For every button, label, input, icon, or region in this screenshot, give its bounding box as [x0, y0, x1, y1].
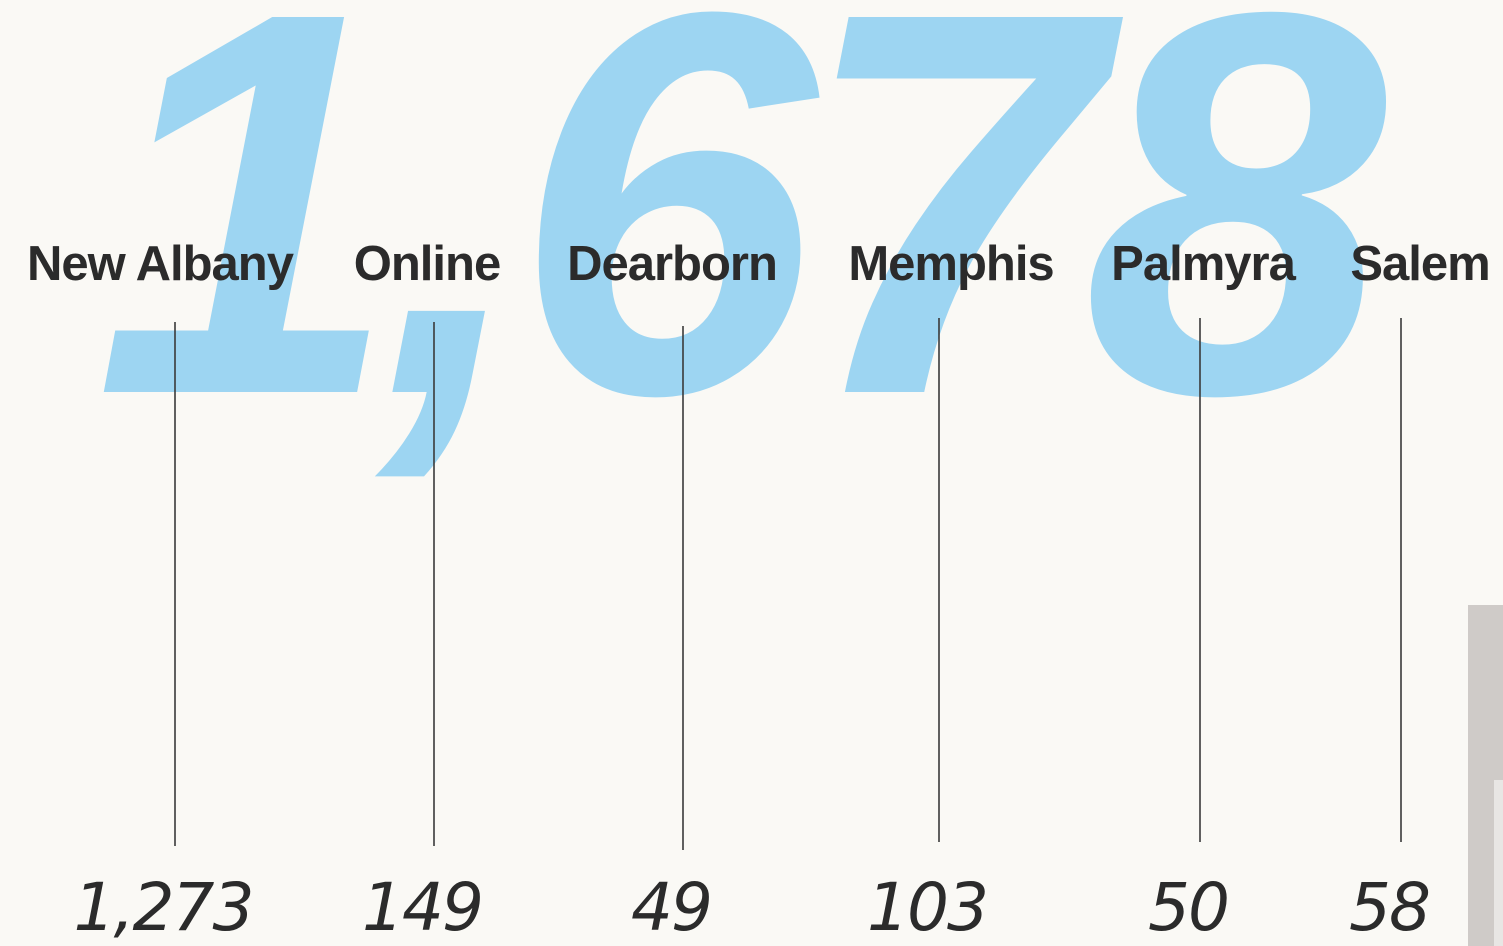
- location-name: Memphis: [848, 237, 1053, 291]
- photo-detail: [1494, 780, 1503, 946]
- location-count: 49: [631, 869, 711, 946]
- location-name: Salem: [1350, 237, 1489, 291]
- location-count: 1,273: [74, 869, 253, 946]
- location-name: Palmyra: [1111, 237, 1296, 291]
- location-count: 58: [1349, 869, 1429, 946]
- location-count: 149: [362, 869, 482, 946]
- location-name: New Albany: [27, 237, 294, 291]
- infographic: 1,678 New Albany1,273Online149Dearborn49…: [0, 0, 1503, 946]
- location-name: Online: [354, 237, 500, 291]
- page: 1,678 New Albany1,273Online149Dearborn49…: [0, 0, 1503, 946]
- location-count: 103: [867, 869, 987, 946]
- location-name: Dearborn: [567, 237, 777, 291]
- location-count: 50: [1148, 869, 1228, 946]
